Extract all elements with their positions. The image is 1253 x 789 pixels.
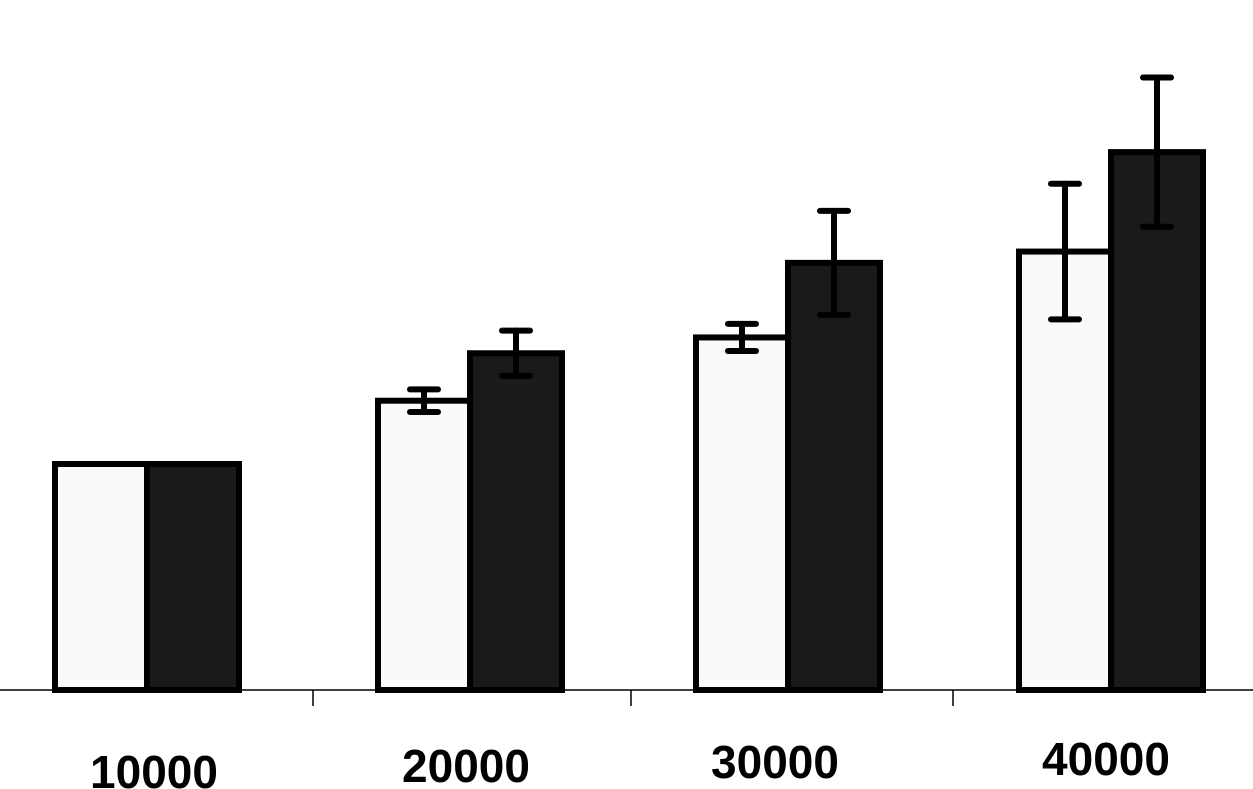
error-bar-30000-series2	[817, 207, 851, 318]
bar-40000-series2	[1108, 149, 1206, 693]
error-bar-20000-series1	[407, 386, 441, 416]
bar-20000-series2	[467, 350, 565, 693]
error-bars-layer	[407, 74, 1174, 416]
bars-layer	[52, 149, 1206, 693]
bar-10000-series2	[144, 461, 242, 693]
error-bar-40000-series1	[1048, 180, 1082, 323]
bar-10000-series1	[52, 461, 150, 693]
x-axis-ticks	[312, 690, 954, 706]
x-axis-tick-labels: 10000 20000 30000 40000	[90, 733, 1170, 789]
x-tick-label-30000: 30000	[711, 736, 839, 788]
error-bar-30000-series1	[725, 320, 759, 354]
x-tick-label-40000: 40000	[1042, 733, 1170, 785]
bar-30000-series1	[693, 334, 791, 693]
error-bar-40000-series2	[1140, 74, 1174, 230]
bar-20000-series1	[375, 397, 473, 693]
x-tick-label-20000: 20000	[402, 740, 530, 789]
error-bar-20000-series2	[499, 327, 533, 379]
x-tick-label-10000: 10000	[90, 746, 218, 789]
bar-30000-series2	[785, 259, 883, 693]
